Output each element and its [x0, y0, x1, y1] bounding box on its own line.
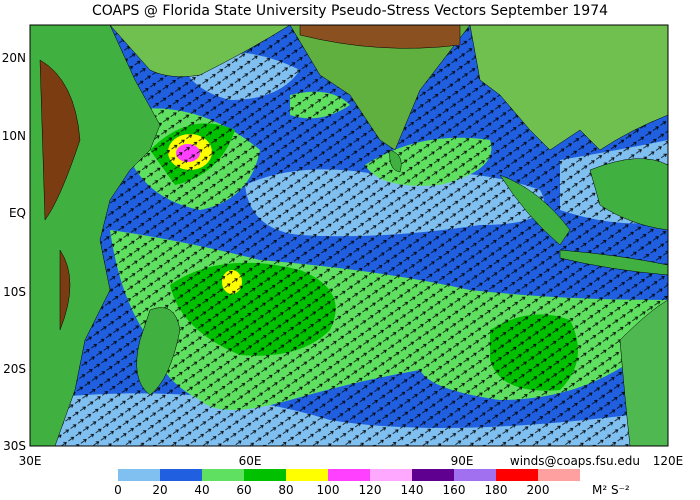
color-swatch: [118, 469, 160, 481]
color-swatch: [244, 469, 286, 481]
lat-label: 10S: [3, 285, 26, 299]
colorbar-unit: M² S⁻²: [592, 483, 630, 497]
map: [30, 25, 668, 446]
color-swatch: [370, 469, 412, 481]
map-frame: [29, 24, 669, 447]
color-swatch: [538, 469, 580, 481]
colorbar-tick-label: 180: [485, 483, 508, 497]
lon-label: 30E: [19, 454, 42, 468]
lat-label: EQ: [9, 206, 26, 220]
lat-label: 20S: [3, 362, 26, 376]
colorbar-tick-label: 20: [152, 483, 167, 497]
colorbar-tick-label: 60: [236, 483, 251, 497]
lat-label: 10N: [2, 129, 26, 143]
contact-email: winds@coaps.fsu.edu: [510, 454, 640, 468]
colorbar-tick-label: 100: [317, 483, 340, 497]
colorbar-tick-label: 200: [527, 483, 550, 497]
lon-label: 90E: [451, 454, 474, 468]
title: COAPS @ Florida State University Pseudo-…: [92, 3, 608, 19]
lon-label: 120E: [653, 454, 684, 468]
color-swatch: [286, 469, 328, 481]
lon-labels: 30E 60E 90E 120E: [19, 454, 684, 468]
colorbar-tick-label: 80: [278, 483, 293, 497]
lat-labels: 20N 10N EQ 10S 20S 30S: [2, 51, 26, 453]
colorbar-tick-label: 40: [194, 483, 209, 497]
color-swatch: [202, 469, 244, 481]
colorbar: 0 20 40 60 80 100 120 140 160 180 200: [114, 469, 580, 497]
lat-label: 20N: [2, 51, 26, 65]
color-swatch: [160, 469, 202, 481]
color-swatch: [412, 469, 454, 481]
lon-label: 60E: [239, 454, 262, 468]
colorbar-tick-label: 160: [443, 483, 466, 497]
colorbar-tick-label: 140: [401, 483, 424, 497]
color-swatch: [496, 469, 538, 481]
colorbar-tick-label: 120: [359, 483, 382, 497]
color-swatch: [328, 469, 370, 481]
colorbar-tick-label: 0: [114, 483, 122, 497]
color-swatch: [454, 469, 496, 481]
land: [30, 25, 668, 446]
lat-label: 30S: [3, 439, 26, 453]
